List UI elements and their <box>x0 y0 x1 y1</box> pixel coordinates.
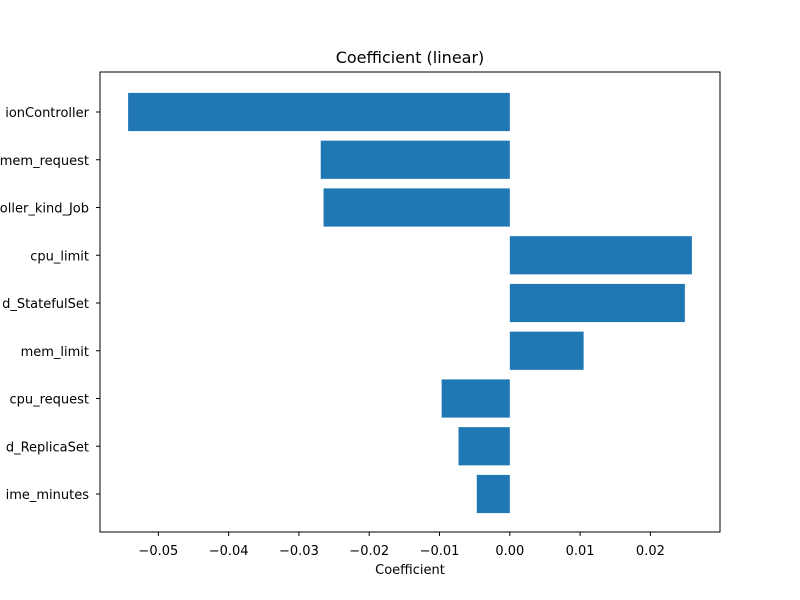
x-tick-label: 0.01 <box>566 544 595 559</box>
bar-ionController <box>128 92 510 132</box>
x-tick-label: −0.02 <box>349 544 389 559</box>
y-tick-label: oller_kind_Job <box>0 202 89 217</box>
x-tick-label: 0.02 <box>636 544 665 559</box>
bar-cpu_limit <box>509 236 692 275</box>
y-tick-label: d_ReplicaSet <box>6 440 89 455</box>
y-tick-label: cpu_limit <box>30 249 89 264</box>
y-tick-label: cpu_request <box>9 393 89 408</box>
x-axis: −0.05 −0.04 −0.03 −0.02 −0.01 0.00 0.01 0.02 <box>138 532 665 559</box>
plot-frame <box>99 71 721 533</box>
bars-layer <box>128 92 692 514</box>
x-axis-label: Coefficient <box>375 563 445 578</box>
y-tick-label: mem_limit <box>21 345 89 360</box>
bar-oller_kind_Job <box>323 188 510 227</box>
bar-mem_request <box>320 140 510 179</box>
bar-d_StatefulSet <box>509 283 685 323</box>
y-tick-label: mem_request <box>0 154 89 169</box>
bar-d_ReplicaSet <box>458 427 510 466</box>
bar-mem_limit <box>509 331 584 370</box>
chart-title: Coefficient (linear) <box>336 48 485 67</box>
y-tick-label: ime_minutes <box>6 488 90 503</box>
y-tick-label: ionController <box>5 106 89 121</box>
y-axis: ionController mem_request oller_kind_Jobcp… <box>0 106 100 503</box>
x-tick-label: −0.01 <box>420 544 460 559</box>
x-tick-label: −0.05 <box>138 544 178 559</box>
y-tick-label: d_StatefulSet <box>2 297 89 312</box>
x-tick-label: 0.00 <box>495 544 524 559</box>
x-tick-label: −0.03 <box>279 544 319 559</box>
bar-cpu_request <box>441 379 510 418</box>
x-tick-label: −0.04 <box>209 544 249 559</box>
bar-ime_minutes <box>476 474 510 514</box>
